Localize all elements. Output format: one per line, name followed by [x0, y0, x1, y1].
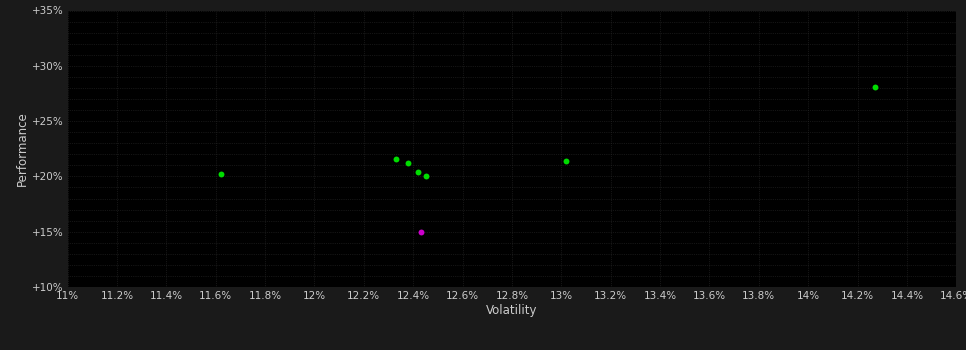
Point	[418, 174, 434, 179]
Point	[867, 84, 883, 90]
Point	[558, 158, 574, 164]
Point	[401, 160, 416, 166]
Point	[412, 229, 428, 234]
X-axis label: Volatility: Volatility	[486, 304, 538, 317]
Y-axis label: Performance: Performance	[15, 111, 29, 186]
Point	[411, 169, 426, 175]
Point	[388, 156, 404, 161]
Point	[213, 172, 228, 177]
